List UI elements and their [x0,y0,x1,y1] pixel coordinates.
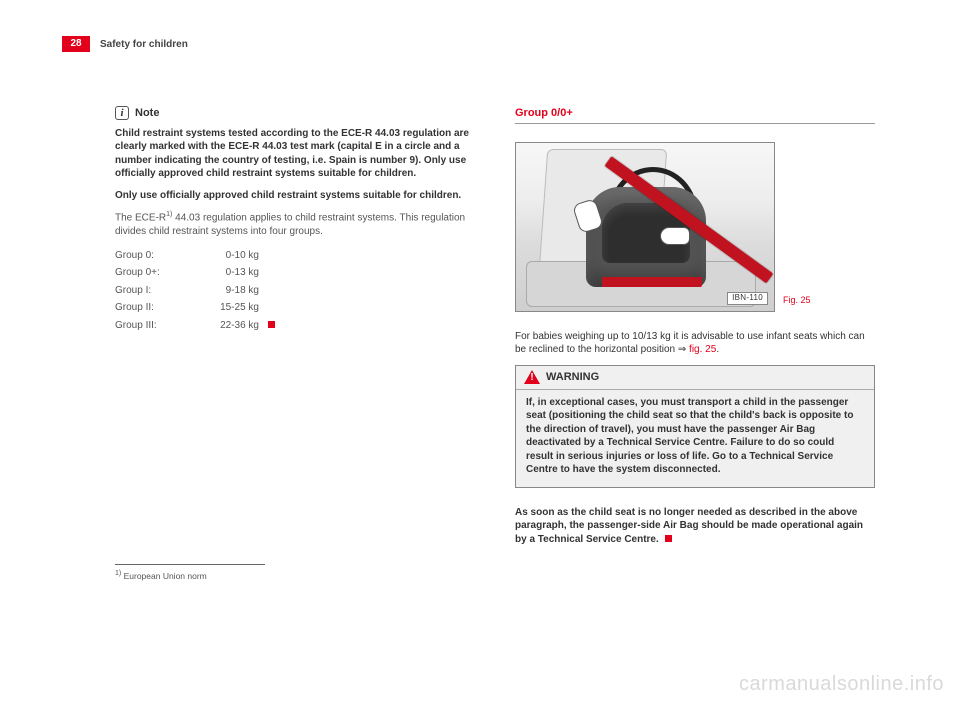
body-paragraph: For babies weighing up to 10/13 kg it is… [515,330,875,357]
info-icon: i [115,106,129,120]
group-weight: 0-13 kg [195,264,265,282]
figure-code-label: IBN-110 [727,292,768,305]
group-name: Group II: [115,299,195,317]
closing-text: As soon as the child seat is no longer n… [515,507,863,545]
figure-reference: fig. 25 [686,344,716,355]
footnote-text: European Union norm [121,571,207,581]
table-row: Group 0: 0-10 kg [115,247,275,265]
note-label: Note [135,106,159,121]
footnote-rule [115,564,265,565]
group-weight: 22-36 kg [195,317,265,335]
hand-icon [660,227,690,245]
warning-body: If, in exceptional cases, you must trans… [516,390,874,487]
section-end-icon [665,535,672,542]
figure-wrap: IBN-110 Fig. 25 [515,142,875,312]
p3-pre: The ECE-R [115,213,166,224]
warning-box: WARNING If, in exceptional cases, you mu… [515,365,875,488]
watermark: carmanualsonline.info [739,671,944,698]
closing-paragraph: As soon as the child seat is no longer n… [515,506,875,547]
group-weight: 15-25 kg [195,299,265,317]
group-name: Group 0+: [115,264,195,282]
group-weight: 9-18 kg [195,282,265,300]
note-paragraph-1: Child restraint systems tested according… [115,127,475,181]
group-name: Group I: [115,282,195,300]
table-row: Group I: 9-18 kg [115,282,275,300]
note-paragraph-2: Only use officially approved child restr… [115,189,475,203]
note-paragraph-3: The ECE-R1) 44.03 regulation applies to … [115,210,475,238]
body-period: . [716,344,719,355]
weight-groups-table: Group 0: 0-10 kg Group 0+: 0-13 kg Group… [115,247,275,335]
warning-triangle-icon [524,370,540,384]
group-weight: 0-10 kg [195,247,265,265]
section-end-icon [268,321,275,328]
two-column-layout: i Note Child restraint systems tested ac… [115,106,875,582]
note-heading: i Note [115,106,475,121]
page-number-tab: 28 [62,36,90,52]
footnote: 1) European Union norm [115,569,475,582]
group-name: Group III: [115,317,195,335]
warning-title: WARNING [546,370,599,385]
right-column: Group 0/0+ IBN-110 Fig. 25 For babies we… [515,106,875,582]
left-column: i Note Child restraint systems tested ac… [115,106,475,582]
section-title: Group 0/0+ [515,106,875,121]
table-row: Group II: 15-25 kg [115,299,275,317]
seatbelt-lap [602,277,702,287]
section-underline [515,123,875,124]
warning-header: WARNING [516,366,874,389]
group-name: Group 0: [115,247,195,265]
figure-illustration: IBN-110 [515,142,775,312]
figure-caption: Fig. 25 [783,294,811,306]
table-row: Group 0+: 0-13 kg [115,264,275,282]
table-row: Group III: 22-36 kg [115,317,275,335]
chapter-title: Safety for children [100,38,188,52]
